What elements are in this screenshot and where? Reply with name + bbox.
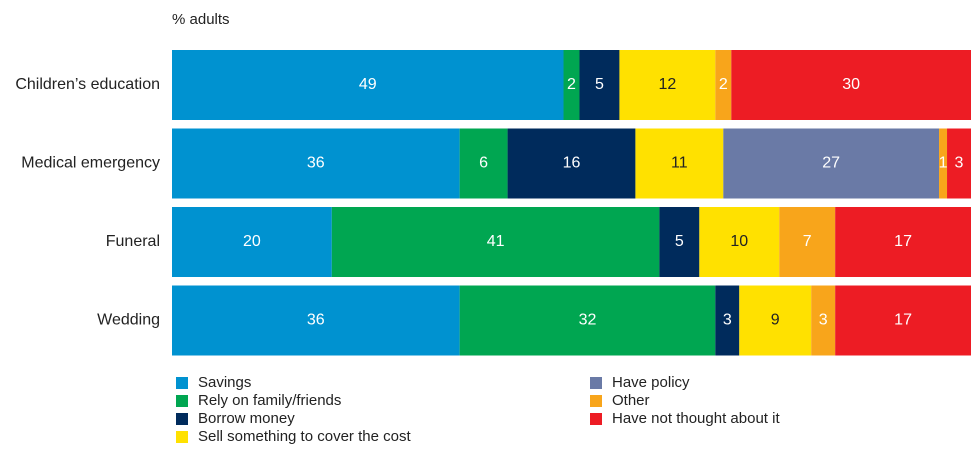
- data-label: 16: [563, 155, 581, 172]
- chart-subtitle: % adults: [172, 11, 230, 28]
- bar-segment: [172, 128, 460, 199]
- legend-swatch: [176, 395, 188, 407]
- bar-segment: [835, 285, 971, 356]
- category-label: Children’s education: [15, 76, 160, 93]
- bar-segment: [811, 285, 836, 356]
- legend-swatch: [176, 431, 188, 443]
- legend-label: Have not thought about it: [612, 410, 780, 427]
- data-label: 2: [567, 76, 576, 93]
- bar-segment: [939, 128, 948, 199]
- legend-label: Have policy: [612, 374, 690, 391]
- data-label: 17: [894, 233, 912, 250]
- legend-swatch: [176, 413, 188, 425]
- legend-swatch: [590, 395, 602, 407]
- legend-label: Sell something to cover the cost: [198, 428, 411, 445]
- bar-segment: [579, 50, 620, 120]
- bar-segment: [635, 128, 724, 199]
- legend-label: Other: [612, 392, 650, 409]
- bar-segment: [172, 50, 564, 120]
- data-label: 2: [719, 76, 728, 93]
- bar-segment: [331, 207, 660, 277]
- bar-segment: [172, 207, 332, 277]
- bar-segment: [731, 50, 971, 120]
- bar-segment: [739, 285, 812, 356]
- data-label: 3: [723, 312, 732, 329]
- bar-segment: [947, 128, 971, 199]
- legend-label: Borrow money: [198, 410, 295, 427]
- data-label: 7: [803, 233, 812, 250]
- bar-segment: [835, 207, 971, 277]
- data-label: 36: [307, 312, 325, 329]
- bar-segment: [715, 285, 740, 356]
- category-label: Medical emergency: [21, 155, 160, 172]
- bar-segment: [459, 128, 508, 199]
- data-label: 30: [842, 76, 860, 93]
- data-label: 5: [595, 76, 604, 93]
- data-label: 17: [894, 312, 912, 329]
- legend-label: Savings: [198, 374, 251, 391]
- data-label: 9: [771, 312, 780, 329]
- bar-segment: [507, 128, 636, 199]
- bar-segment: [563, 50, 580, 120]
- data-label: 41: [487, 233, 505, 250]
- bar-segment: [715, 50, 732, 120]
- data-label: 49: [359, 76, 377, 93]
- data-label: 3: [819, 312, 828, 329]
- bar-segment: [699, 207, 780, 277]
- data-label: 10: [730, 233, 748, 250]
- bar-segment: [172, 285, 460, 356]
- legend-swatch: [176, 377, 188, 389]
- data-label: 5: [675, 233, 684, 250]
- data-label: 1: [939, 155, 948, 172]
- data-label: 27: [822, 155, 840, 172]
- legend-swatch: [590, 413, 602, 425]
- legend-swatch: [590, 377, 602, 389]
- bar-segment: [723, 128, 940, 199]
- bar-segment: [459, 285, 716, 356]
- data-label: 11: [671, 155, 688, 172]
- data-label: 20: [243, 233, 261, 250]
- data-label: 36: [307, 155, 325, 172]
- data-label: 32: [579, 312, 597, 329]
- data-label: 3: [955, 155, 964, 172]
- legend-label: Rely on family/friends: [198, 392, 341, 409]
- bar-segment: [779, 207, 836, 277]
- category-label: Funeral: [106, 233, 160, 250]
- data-label: 6: [479, 155, 488, 172]
- category-label: Wedding: [97, 312, 160, 329]
- bar-segment: [659, 207, 700, 277]
- data-label: 12: [658, 76, 676, 93]
- bar-segment: [619, 50, 716, 120]
